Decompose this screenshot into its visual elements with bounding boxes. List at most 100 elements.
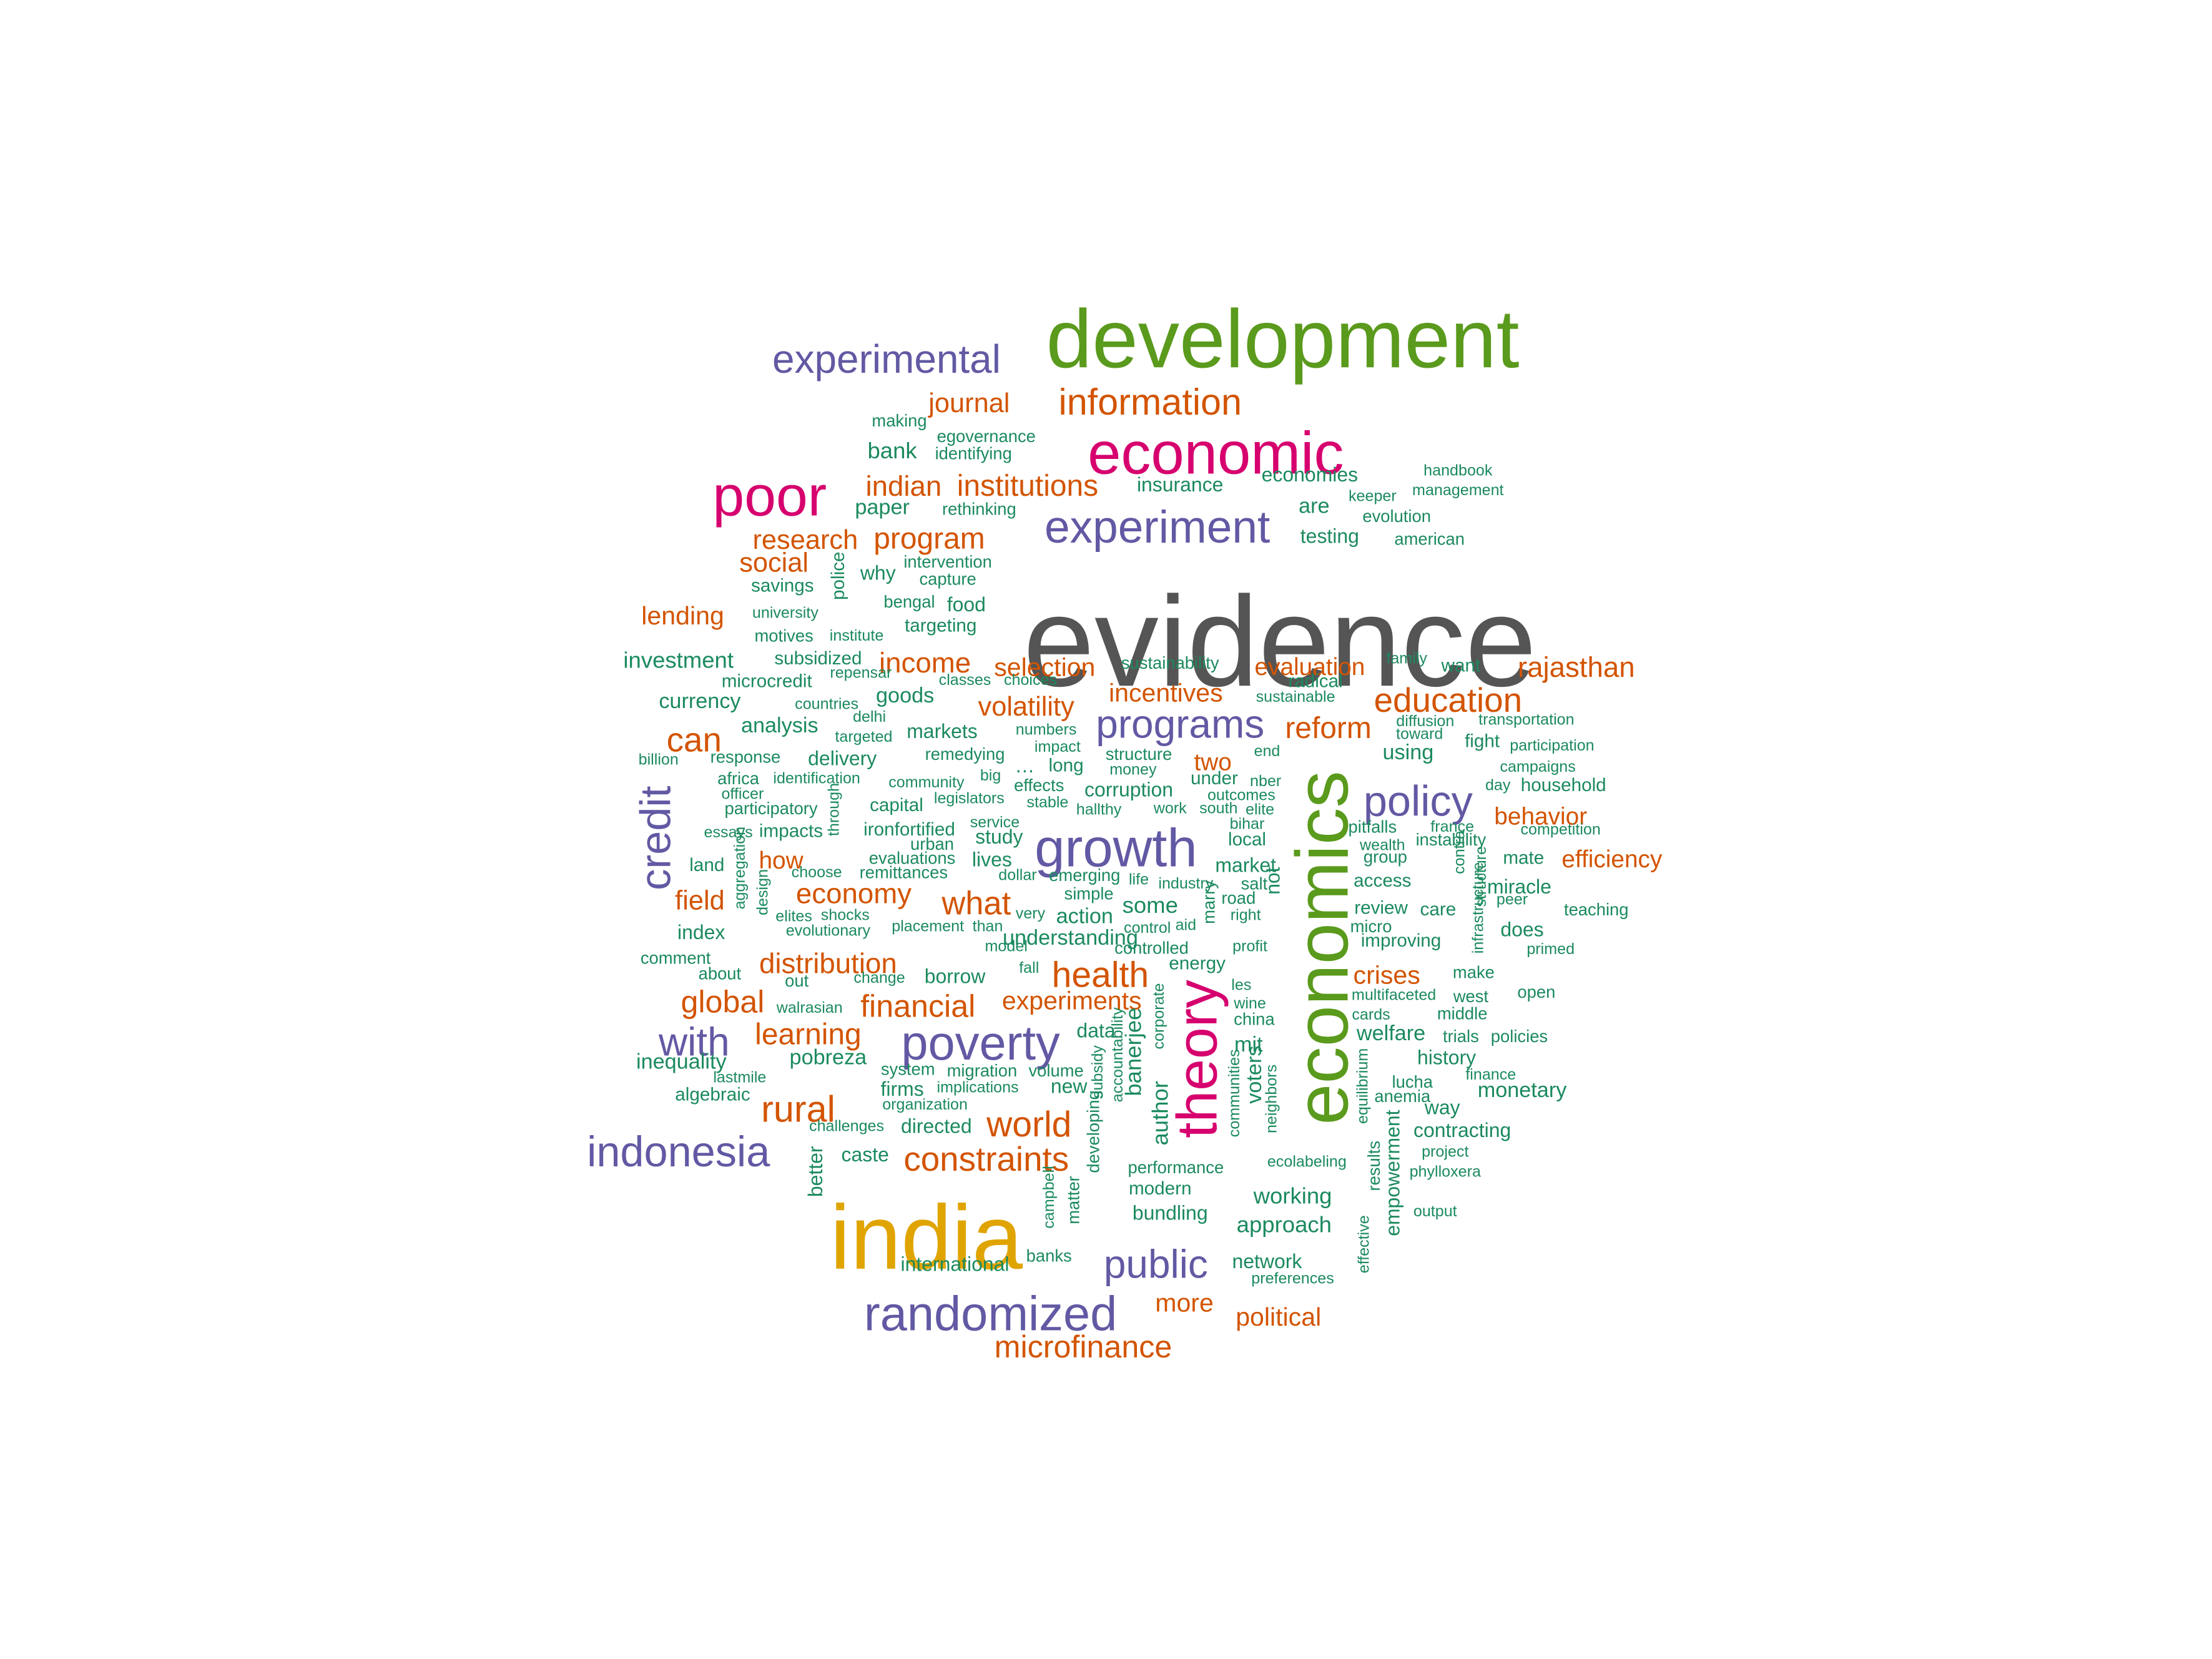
word-193: model	[985, 938, 1028, 955]
word-234: equilibrium	[1354, 1048, 1371, 1124]
word-17: public	[1104, 1242, 1208, 1287]
word-206: out	[785, 971, 809, 990]
word-113: campaigns	[1500, 758, 1575, 775]
word-213: corporate	[1150, 983, 1167, 1050]
word-127: under	[1191, 768, 1238, 789]
word-91: currency	[659, 689, 741, 713]
word-166: access	[1354, 870, 1411, 891]
word-247: directed	[901, 1115, 972, 1137]
word-202: fall	[1019, 959, 1039, 977]
word-121: household	[1521, 775, 1606, 795]
word-204: borrow	[925, 965, 986, 988]
word-6: theory	[1166, 980, 1229, 1138]
word-0: evidence	[1023, 569, 1536, 713]
word-81: investment	[623, 647, 734, 672]
word-156: choose	[792, 864, 842, 881]
word-217: data	[1076, 1019, 1115, 1041]
word-161: emerging	[1049, 865, 1120, 885]
word-180: action	[1056, 905, 1113, 928]
word-129: through	[825, 783, 843, 836]
word-199: comment	[641, 948, 711, 967]
word-1: development	[1046, 293, 1520, 385]
word-122: officer	[721, 785, 764, 802]
word-84: classes	[939, 671, 991, 689]
word-11: policy	[1364, 777, 1473, 825]
word-67: evolution	[1362, 506, 1431, 526]
word-250: caste	[842, 1143, 889, 1166]
word-143: ironfortified	[863, 819, 955, 840]
word-268: network	[1232, 1250, 1303, 1273]
word-215: cards	[1352, 1006, 1390, 1023]
word-43: health	[1052, 955, 1149, 995]
word-53: political	[1236, 1302, 1321, 1331]
word-96: diffusion	[1396, 712, 1454, 730]
word-52: more	[1155, 1288, 1214, 1317]
word-155: aggregation	[731, 827, 749, 910]
word-116: …	[1015, 754, 1035, 777]
word-61: handbook	[1423, 461, 1493, 479]
word-138: pitfalls	[1349, 817, 1397, 836]
word-263: bundling	[1133, 1202, 1208, 1224]
word-150: local	[1228, 829, 1266, 850]
word-270: preferences	[1251, 1270, 1334, 1287]
word-23: program	[873, 522, 985, 555]
word-39: field	[675, 886, 725, 916]
word-227: migration	[947, 1061, 1018, 1080]
word-164: market	[1215, 854, 1276, 877]
word-149: study	[975, 825, 1023, 848]
word-231: subsidy	[1089, 1045, 1106, 1099]
word-65: rethinking	[942, 499, 1016, 518]
word-179: very	[1016, 905, 1046, 922]
word-252: results	[1364, 1141, 1384, 1191]
word-99: targeted	[835, 728, 892, 746]
word-178: shocks	[821, 906, 870, 923]
word-163: industry	[1158, 875, 1213, 892]
word-32: volatility	[978, 692, 1075, 722]
word-34: can	[667, 721, 722, 759]
word-24: social	[739, 548, 809, 578]
word-97: transportation	[1478, 711, 1574, 729]
word-4: economic	[1088, 420, 1344, 486]
word-200: energy	[1169, 953, 1226, 974]
word-64: paper	[855, 496, 910, 519]
word-95: delhi	[853, 708, 886, 726]
word-254: performance	[1128, 1158, 1224, 1177]
word-238: implications	[937, 1079, 1019, 1096]
word-98: analysis	[741, 714, 818, 737]
word-151: group	[1364, 847, 1407, 866]
word-20: institutions	[957, 470, 1098, 503]
word-168: miracle	[1487, 875, 1551, 898]
word-245: way	[1424, 1096, 1460, 1119]
word-93: goods	[876, 684, 934, 707]
word-159: lives	[972, 848, 1012, 870]
word-104: participation	[1510, 737, 1594, 754]
word-79: motives	[754, 626, 813, 646]
word-141: essays	[704, 824, 753, 841]
word-188: control	[1124, 919, 1171, 937]
word-86: sustainability	[1121, 653, 1219, 672]
word-12: poverty	[901, 1017, 1060, 1070]
word-115: identification	[773, 769, 860, 787]
word-62: keeper	[1349, 487, 1397, 505]
word-210: open	[1517, 982, 1555, 1002]
word-186: placement	[892, 918, 964, 935]
word-265: approach	[1237, 1211, 1332, 1237]
word-194: understanding	[1003, 926, 1138, 950]
word-172: road	[1221, 889, 1256, 908]
word-107: delivery	[808, 747, 877, 769]
word-5: poor	[712, 464, 827, 528]
word-248: author	[1148, 1081, 1173, 1146]
word-2: economics	[1281, 770, 1364, 1125]
word-69: american	[1394, 529, 1465, 548]
word-205: make	[1453, 962, 1495, 982]
word-140: competition	[1521, 821, 1601, 839]
word-173: right	[1231, 906, 1261, 923]
word-269: international	[901, 1253, 1010, 1276]
word-44: crises	[1354, 960, 1420, 989]
word-3: india	[830, 1186, 1023, 1288]
word-134: outcomes	[1207, 787, 1276, 804]
word-27: selection	[994, 652, 1095, 681]
word-264: output	[1413, 1203, 1457, 1220]
word-14: indonesia	[587, 1128, 770, 1176]
word-78: targeting	[905, 616, 976, 636]
